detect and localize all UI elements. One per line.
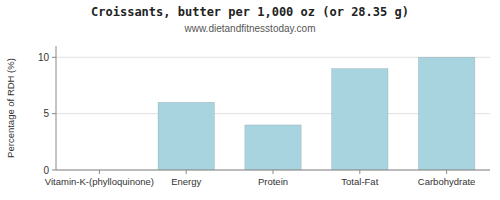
bar	[332, 69, 388, 170]
bar	[418, 57, 474, 170]
y-tick-label: 0	[43, 165, 49, 176]
y-tick-label: 5	[43, 108, 49, 119]
y-tick	[52, 170, 56, 171]
y-axis-label: Percentage of RDH (%)	[5, 58, 16, 158]
x-tick	[446, 170, 447, 174]
x-axis: Vitamin-K-(phylloquinone) Energy Protein To…	[45, 170, 476, 187]
x-tick-label: Total-Fat	[341, 176, 378, 187]
x-tick-label: Protein	[258, 176, 288, 187]
x-tick	[359, 170, 360, 174]
y-tick	[52, 57, 56, 58]
bars	[158, 57, 475, 170]
y-axis-line	[56, 46, 57, 170]
chart-container: Croissants, butter per 1,000 oz (or 28.3…	[0, 0, 500, 200]
x-tick-label: Vitamin-K-(phylloquinone)	[45, 176, 154, 187]
y-tick	[52, 113, 56, 114]
x-tick	[186, 170, 187, 174]
y-axis: 0 5 10	[38, 52, 56, 176]
y-tick-label: 10	[38, 52, 50, 63]
bar	[158, 102, 214, 170]
x-tick-label: Carbohydrate	[418, 176, 476, 187]
x-tick	[273, 170, 274, 174]
subtitle: www.dietandfitnesstoday.com	[184, 23, 316, 34]
grid	[56, 57, 490, 170]
x-tick	[99, 170, 100, 174]
x-tick-label: Energy	[171, 176, 201, 187]
title: Croissants, butter per 1,000 oz (or 28.3…	[91, 5, 409, 19]
bar	[245, 125, 301, 170]
chart-svg: Croissants, butter per 1,000 oz (or 28.3…	[0, 0, 500, 200]
